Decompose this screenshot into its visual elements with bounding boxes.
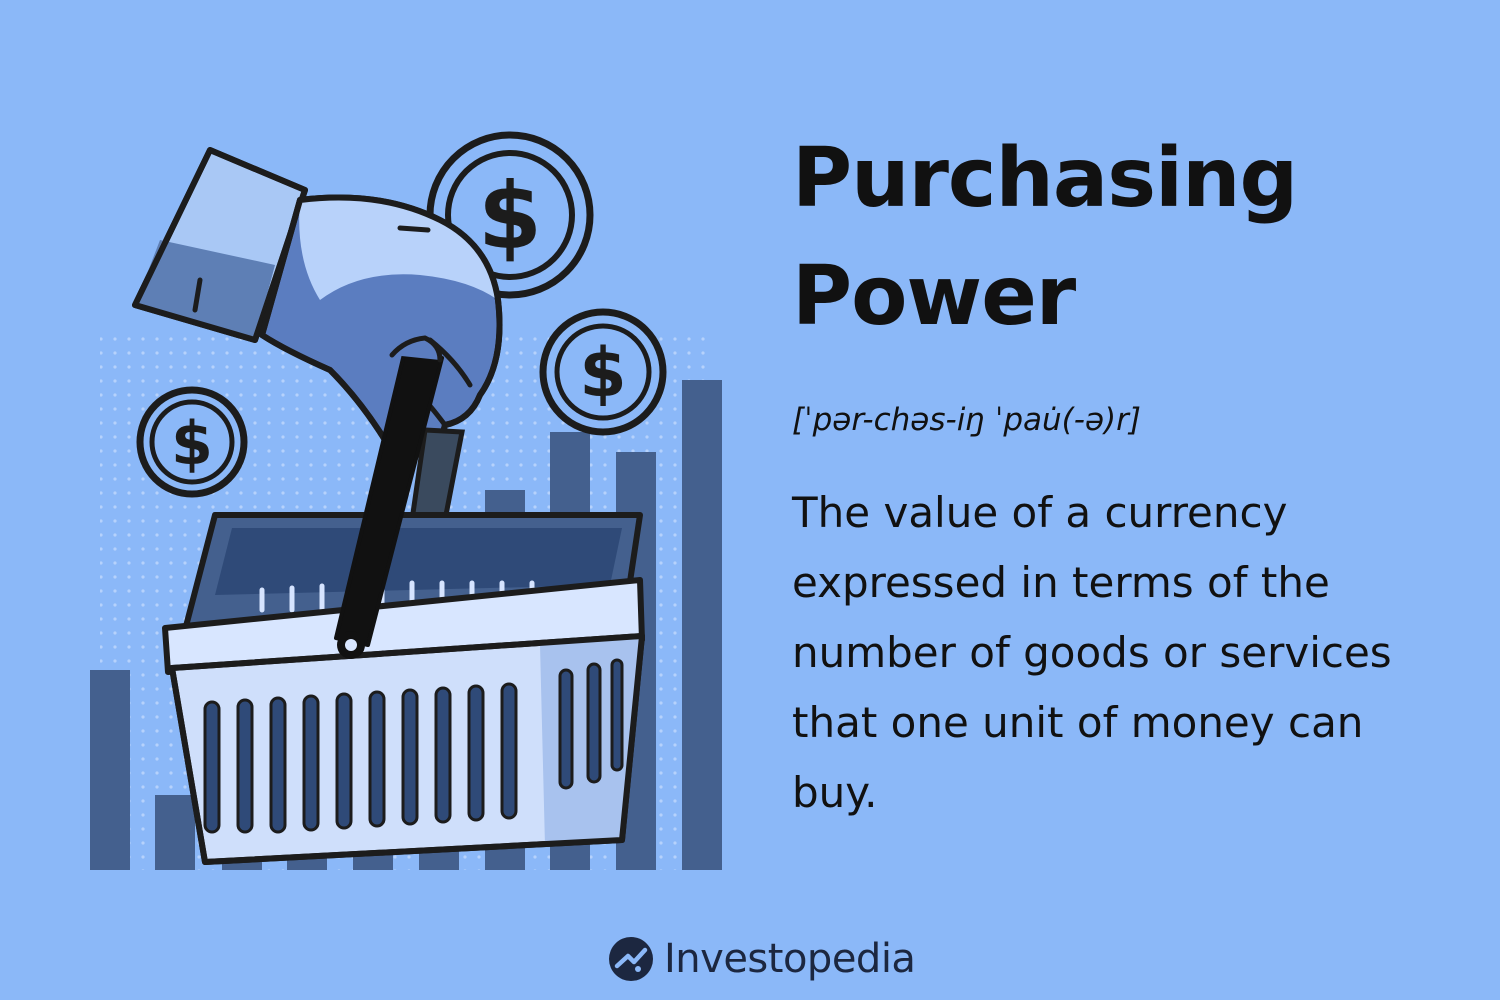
brand-name: Investopedia (664, 936, 916, 982)
chart-bar (90, 670, 130, 870)
coin-symbol: $ (478, 163, 542, 270)
dollar-coin-icon: $ (426, 131, 594, 299)
shopping-basket-icon (162, 335, 645, 865)
page-title: Purchasing Power (792, 131, 1298, 344)
chart-bar (682, 380, 722, 870)
dollar-coin-icon: $ (136, 386, 248, 498)
coin-symbol: $ (579, 334, 626, 413)
text-block: Purchasing Power [ˈpər-chəs-iŋ ˈpau̇(-ə)… (792, 120, 1472, 828)
coin-symbol: $ (171, 409, 213, 479)
investopedia-logo-icon (609, 937, 653, 981)
definition-text: The value of a currency expressed in ter… (792, 488, 1392, 817)
chart-bar (155, 795, 195, 870)
illustration: $ $ $ (0, 0, 760, 900)
hand-icon (132, 147, 503, 458)
pronunciation: [ˈpər-chəs-iŋ ˈpau̇(-ə)r] (792, 402, 1141, 438)
dollar-coin-icon: $ (539, 308, 667, 436)
brand-logo: Investopedia (608, 930, 916, 988)
